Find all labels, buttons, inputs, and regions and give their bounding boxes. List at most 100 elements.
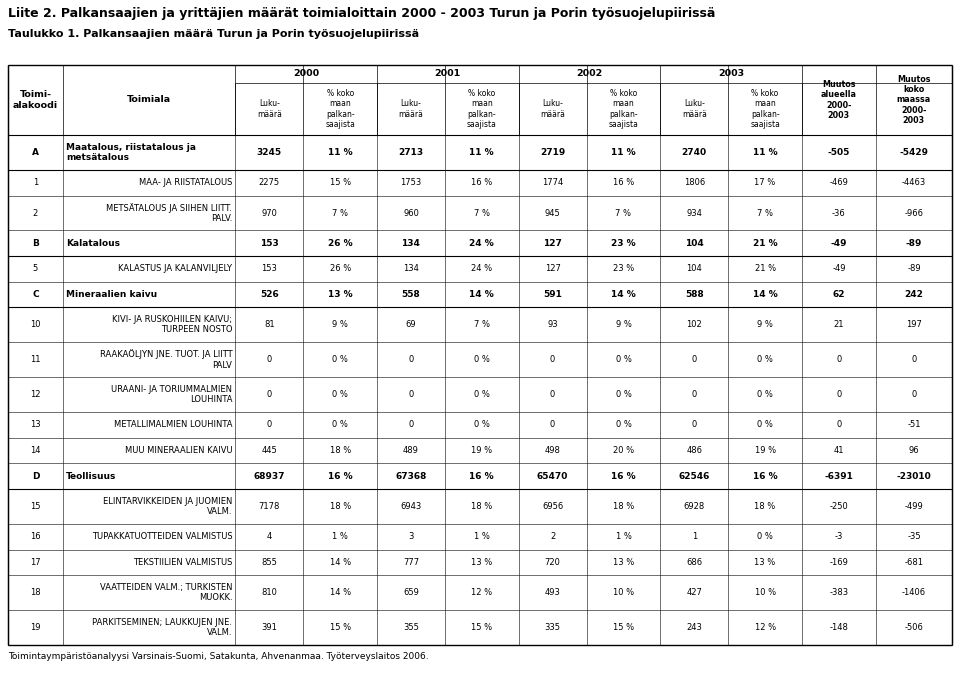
Text: 24 %: 24 % — [471, 265, 492, 273]
Text: 0: 0 — [911, 390, 917, 399]
Text: 355: 355 — [403, 623, 419, 632]
Text: 1 %: 1 % — [332, 532, 348, 541]
Text: PARKITSEMINEN; LAUKKUJEN JNE.
VALM.: PARKITSEMINEN; LAUKKUJEN JNE. VALM. — [92, 618, 232, 637]
Text: Luku-
määrä: Luku- määrä — [540, 99, 565, 119]
Text: -469: -469 — [829, 178, 849, 187]
Text: 127: 127 — [544, 265, 561, 273]
Text: -89: -89 — [907, 265, 921, 273]
Text: 93: 93 — [547, 321, 558, 329]
Text: 9 %: 9 % — [332, 321, 348, 329]
Text: 0 %: 0 % — [474, 421, 490, 429]
Text: 4: 4 — [267, 532, 272, 541]
Text: -250: -250 — [829, 502, 849, 511]
Text: 11 %: 11 % — [327, 148, 352, 157]
Text: 19 %: 19 % — [471, 446, 492, 455]
Text: 7178: 7178 — [258, 502, 280, 511]
Text: 498: 498 — [544, 446, 561, 455]
Text: 2: 2 — [550, 532, 555, 541]
Text: 3245: 3245 — [256, 148, 282, 157]
Text: 15 %: 15 % — [329, 178, 350, 187]
Text: 14 %: 14 % — [329, 558, 350, 567]
Text: Muutos
koko
maassa
2000-
2003: Muutos koko maassa 2000- 2003 — [897, 75, 931, 126]
Text: 810: 810 — [261, 588, 277, 597]
Text: 15: 15 — [30, 502, 40, 511]
Text: MUU MINERAALIEN KAIVU: MUU MINERAALIEN KAIVU — [125, 446, 232, 455]
Text: 18 %: 18 % — [755, 502, 776, 511]
Text: 0 %: 0 % — [332, 355, 348, 364]
Text: TUPAKKATUOTTEIDEN VALMISTUS: TUPAKKATUOTTEIDEN VALMISTUS — [92, 532, 232, 541]
Text: 12: 12 — [30, 390, 40, 399]
Text: 12 %: 12 % — [755, 623, 776, 632]
Text: -6391: -6391 — [825, 472, 853, 481]
Text: 591: 591 — [543, 290, 562, 299]
Text: 10 %: 10 % — [755, 588, 776, 597]
Text: Toimi-
alakoodi: Toimi- alakoodi — [12, 90, 58, 110]
Text: 69: 69 — [406, 321, 417, 329]
Text: 23 %: 23 % — [612, 265, 634, 273]
Text: 20 %: 20 % — [612, 446, 634, 455]
Text: 13 %: 13 % — [612, 558, 634, 567]
Text: 0: 0 — [408, 390, 414, 399]
Text: Mineraalien kaivu: Mineraalien kaivu — [65, 290, 156, 299]
Text: -499: -499 — [904, 502, 924, 511]
Text: 0: 0 — [836, 390, 842, 399]
Text: 65470: 65470 — [537, 472, 568, 481]
Text: -35: -35 — [907, 532, 921, 541]
Text: 21 %: 21 % — [753, 239, 778, 248]
Text: 934: 934 — [686, 209, 702, 217]
Text: 197: 197 — [906, 321, 922, 329]
Text: 16 %: 16 % — [469, 472, 494, 481]
Text: 970: 970 — [261, 209, 277, 217]
Text: 6956: 6956 — [542, 502, 564, 511]
Text: 6943: 6943 — [400, 502, 421, 511]
Text: 11 %: 11 % — [753, 148, 778, 157]
Text: A: A — [32, 148, 38, 157]
Text: Toimiala: Toimiala — [127, 95, 171, 105]
Text: 81: 81 — [264, 321, 275, 329]
Text: 0 %: 0 % — [474, 390, 490, 399]
Text: 1774: 1774 — [542, 178, 564, 187]
Text: METSÄTALOUS JA SIIHEN LIITT.
PALV.: METSÄTALOUS JA SIIHEN LIITT. PALV. — [107, 203, 232, 223]
Text: -49: -49 — [832, 265, 846, 273]
Text: 0 %: 0 % — [615, 390, 632, 399]
Text: 486: 486 — [686, 446, 703, 455]
Text: 15 %: 15 % — [329, 623, 350, 632]
Text: -1406: -1406 — [901, 588, 926, 597]
Text: 945: 945 — [544, 209, 561, 217]
Text: 96: 96 — [908, 446, 920, 455]
Text: 13 %: 13 % — [327, 290, 352, 299]
Text: 16 %: 16 % — [327, 472, 352, 481]
Text: Muutos
alueella
2000-
2003: Muutos alueella 2000- 2003 — [821, 80, 857, 120]
Text: 2713: 2713 — [398, 148, 423, 157]
Text: 1 %: 1 % — [615, 532, 632, 541]
Text: 445: 445 — [261, 446, 277, 455]
Text: 19: 19 — [30, 623, 40, 632]
Text: 16 %: 16 % — [471, 178, 492, 187]
Text: -169: -169 — [829, 558, 849, 567]
Text: 68937: 68937 — [253, 472, 285, 481]
Text: 18 %: 18 % — [329, 502, 350, 511]
Text: 26 %: 26 % — [329, 265, 350, 273]
Text: 2002: 2002 — [576, 70, 603, 78]
Text: 0 %: 0 % — [332, 390, 348, 399]
Text: Toimintaympäristöanalyysi Varsinais-Suomi, Satakunta, Ahvenanmaa. Työterveyslait: Toimintaympäristöanalyysi Varsinais-Suom… — [8, 652, 428, 661]
Text: -383: -383 — [829, 588, 849, 597]
Text: 1: 1 — [691, 532, 697, 541]
Text: ELINTARVIKKEIDEN JA JUOMIEN
VALM.: ELINTARVIKKEIDEN JA JUOMIEN VALM. — [103, 497, 232, 516]
Text: -89: -89 — [905, 239, 923, 248]
Text: 427: 427 — [686, 588, 702, 597]
Text: 17: 17 — [30, 558, 40, 567]
Text: TEKSTIILIEN VALMISTUS: TEKSTIILIEN VALMISTUS — [133, 558, 232, 567]
Text: 0: 0 — [836, 355, 842, 364]
Text: 10: 10 — [30, 321, 40, 329]
Text: 153: 153 — [261, 265, 277, 273]
Text: 0 %: 0 % — [615, 355, 632, 364]
Text: 391: 391 — [261, 623, 277, 632]
Text: 16: 16 — [30, 532, 40, 541]
Text: 23 %: 23 % — [612, 239, 636, 248]
Text: -3: -3 — [835, 532, 843, 541]
Text: -51: -51 — [907, 421, 921, 429]
Text: Maatalous, riistatalous ja
metsätalous: Maatalous, riistatalous ja metsätalous — [65, 143, 196, 162]
Text: 18 %: 18 % — [329, 446, 350, 455]
Text: 16 %: 16 % — [753, 472, 778, 481]
